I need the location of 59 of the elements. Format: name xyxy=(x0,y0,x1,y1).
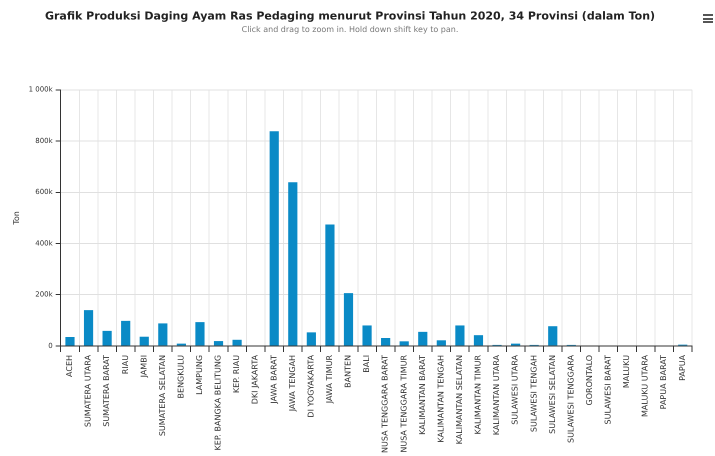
bar xyxy=(344,293,354,346)
bar xyxy=(436,340,446,346)
x-tick-label: BANTEN xyxy=(344,354,353,388)
x-tick-label: DKI JAKARTA xyxy=(250,354,260,404)
bar xyxy=(381,338,390,346)
x-tick-label: PAPUA BARAT xyxy=(659,354,668,410)
x-tick-label: NUSA TENGGARA TIMUR xyxy=(399,354,408,453)
x-tick-label: KEP. RIAU xyxy=(232,354,242,394)
x-tick-label: KEP. BANGKA BELITUNG xyxy=(214,354,223,450)
x-tick-label: JAMBI xyxy=(139,354,148,378)
x-tick-label: RIAU xyxy=(120,354,130,374)
x-tick-label: KALIMANTAN TIMUR xyxy=(474,354,483,435)
y-axis-title: Ton xyxy=(12,211,21,226)
bar xyxy=(270,131,279,346)
bar xyxy=(455,325,464,346)
x-tick-label: SUMATERA BARAT xyxy=(102,354,112,427)
x-tick-label: KALIMANTAN BARAT xyxy=(418,354,427,435)
bar xyxy=(140,336,149,346)
bar xyxy=(306,332,316,346)
bar xyxy=(232,340,242,346)
x-tick-label: SULAWESI UTARA xyxy=(510,354,520,425)
bar xyxy=(548,326,558,346)
x-tick-label: SULAWESI TENGGARA xyxy=(566,354,576,443)
x-tick-label: GORONTALO xyxy=(584,354,594,406)
x-tick-label: BALI xyxy=(362,354,372,373)
bar xyxy=(362,325,372,346)
x-tick-label: SULAWESI SELATAN xyxy=(548,354,557,434)
x-tick-label: MALUKU xyxy=(622,354,632,388)
x-tick-label: SULAWESI BARAT xyxy=(604,354,613,424)
x-tick-label: ACEH xyxy=(65,354,74,377)
bar xyxy=(158,323,168,346)
x-tick-label: PAPUA xyxy=(678,354,687,381)
x-tick-label: JAWA TENGAH xyxy=(288,354,297,412)
bar xyxy=(418,332,428,346)
x-tick-label: SUMATERA SELATAN xyxy=(158,354,167,436)
bar xyxy=(121,320,130,346)
bar xyxy=(195,322,205,346)
chart-subtitle: Click and drag to zoom in. Hold down shift key to pan. xyxy=(242,25,458,34)
x-tick-label: KALIMANTAN TENGAH xyxy=(436,354,446,443)
x-tick-label: KALIMANTAN SELATAN xyxy=(454,354,464,444)
x-tick-label: LAMPUNG xyxy=(195,354,204,395)
bar xyxy=(400,341,409,346)
bar xyxy=(84,310,94,346)
bar xyxy=(214,341,224,346)
x-tick-label: SULAWESI TENGAH xyxy=(529,354,538,432)
x-tick-label: JAWA TIMUR xyxy=(325,354,334,404)
x-tick-label: DI YOGYAKARTA xyxy=(306,354,316,418)
bar xyxy=(288,182,298,346)
bar xyxy=(102,330,112,346)
x-tick-label: SUMATERA UTARA xyxy=(84,354,93,428)
bar xyxy=(474,335,484,346)
chart-title: Grafik Produksi Daging Ayam Ras Pedaging menurut Provinsi Tahun 2020, 34 Provinsi (dalam Ton) xyxy=(44,9,656,22)
x-tick-label: BENGKULU xyxy=(176,354,186,398)
x-tick-label: JAWA BARAT xyxy=(269,354,278,405)
bar xyxy=(325,224,335,346)
x-tick-label: KALIMANTAN UTARA xyxy=(492,354,502,436)
bar xyxy=(65,336,75,346)
x-tick-label: NUSA TENGGARA BARAT xyxy=(380,354,390,453)
x-tick-label: MALUKU UTARA xyxy=(640,354,650,417)
